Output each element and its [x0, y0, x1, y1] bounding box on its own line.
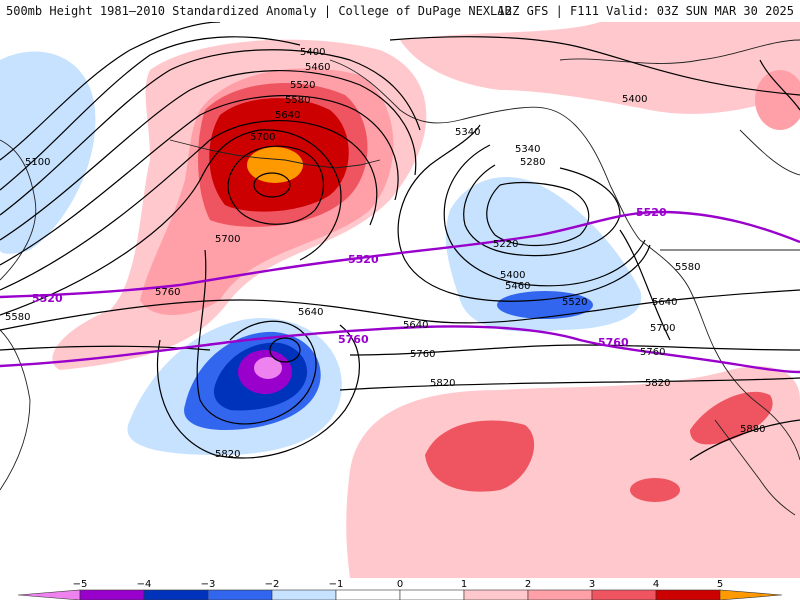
- contour-label: 5700: [215, 234, 240, 245]
- contour-label: 5220: [493, 239, 518, 250]
- colorbar-tick: −1: [329, 579, 344, 590]
- swatch-pos5: [719, 589, 783, 600]
- swatch-neg1: [271, 589, 337, 600]
- swatch-zero-neg: [335, 589, 401, 600]
- model-run-info: 12Z GFS | F111 Valid: 03Z SUN MAR 30 202…: [497, 4, 794, 18]
- contour-label: 5640: [275, 110, 300, 121]
- pos2-south-mx: [690, 391, 773, 445]
- height-contours: [0, 22, 800, 461]
- contour-label: 5880: [740, 424, 765, 435]
- header: 500mb Height 1981–2010 Standardized Anom…: [0, 0, 800, 22]
- contour-label: 5520: [562, 297, 587, 308]
- alaska-coast: [329, 59, 641, 241]
- contour-label: 5340: [515, 144, 540, 155]
- colorbar-tick: 1: [461, 579, 467, 590]
- pos1-south: [346, 366, 800, 578]
- swatch-pos3: [591, 589, 657, 600]
- swatch-pos4: [655, 589, 721, 600]
- contour-label: 5580: [5, 312, 30, 323]
- highlight-label: 5760: [338, 333, 369, 346]
- contour-label: 5700: [650, 323, 675, 334]
- contour-label: 5760: [410, 349, 435, 360]
- swatch-neg3: [143, 589, 209, 600]
- contour-label: 5400: [500, 270, 525, 281]
- colorbar-tick: −4: [137, 579, 152, 590]
- contour-label: 5820: [430, 378, 455, 389]
- contour-label: 5640: [403, 320, 428, 331]
- neg2-gulf: [497, 291, 593, 319]
- contour-label: 5700: [250, 132, 275, 143]
- swatch-neg2: [207, 589, 273, 600]
- mexico-coast: [714, 419, 796, 516]
- contour-label: 5520: [290, 80, 315, 91]
- canada-coast: [639, 239, 800, 461]
- hudson-coast: [739, 129, 800, 176]
- swatch-neg5: [17, 589, 81, 600]
- colorbar-swatches: [17, 589, 783, 600]
- swatch-zero-pos: [399, 589, 465, 600]
- asia-coast: [0, 139, 37, 281]
- swatch-pos1: [463, 589, 529, 600]
- arctic-coast: [559, 39, 800, 64]
- contour-label: 5580: [675, 262, 700, 273]
- contour-label: 5640: [298, 307, 323, 318]
- colorbar-tick: 2: [525, 579, 531, 590]
- pos1-top-arc: [400, 22, 800, 114]
- highlight-contours: [0, 210, 800, 374]
- pos5-core: [247, 147, 303, 183]
- anomaly-map: 5400 5460 5520 5580 5640 5700 5100 5340 …: [0, 22, 800, 578]
- colorbar-tick: −2: [265, 579, 280, 590]
- colorbar-tick: 3: [589, 579, 595, 590]
- highlight-label: 5760: [598, 336, 629, 349]
- highlight-contour-labels: 5520 5520 5760 5520 5760: [32, 206, 667, 349]
- coastlines: [0, 39, 800, 516]
- contour-labels: 5400 5460 5520 5580 5640 5700 5100 5340 …: [5, 47, 765, 460]
- neg1-gulf: [445, 177, 642, 332]
- swatch-pos2: [527, 589, 593, 600]
- contour-label: 5760: [155, 287, 180, 298]
- highlight-label: 5520: [32, 292, 63, 305]
- contour-label: 5820: [645, 378, 670, 389]
- aleutians-coast: [169, 139, 381, 169]
- highlight-label: 5520: [348, 253, 379, 266]
- contour-label: 5460: [505, 281, 530, 292]
- purple-5760-contour: [0, 325, 800, 374]
- contour-label: 5400: [622, 94, 647, 105]
- contour-label: 5640: [652, 297, 677, 308]
- colorbar-ticks: −5 −4 −3 −2 −1 0 1 2 3 4 5: [73, 579, 724, 590]
- contour-label: 5580: [285, 95, 310, 106]
- japan-coast: [0, 329, 31, 491]
- colorbar-tick: −3: [201, 579, 216, 590]
- neg5-core: [254, 357, 282, 379]
- contour-label: 5820: [215, 449, 240, 460]
- contour-label: 5280: [520, 157, 545, 168]
- colorbar-tick: 0: [397, 579, 403, 590]
- contour-label: 5460: [305, 62, 330, 73]
- contour-label: 5100: [25, 157, 50, 168]
- pos2-south-hi: [425, 420, 535, 492]
- purple-5520-contour: [0, 210, 800, 299]
- colorbar-tick: 4: [653, 579, 659, 590]
- colorbar-tick: 5: [717, 579, 723, 590]
- pos1-se: [755, 70, 800, 130]
- colorbar: −5 −4 −3 −2 −1 0 1 2 3 4 5: [0, 578, 800, 600]
- contour-label: 5340: [455, 127, 480, 138]
- colorbar-tick: −5: [73, 579, 88, 590]
- highlight-label: 5520: [636, 206, 667, 219]
- map-title: 500mb Height 1981–2010 Standardized Anom…: [6, 4, 512, 18]
- swatch-neg4: [79, 589, 145, 600]
- contour-label: 5400: [300, 47, 325, 58]
- neg-anomaly-west: [0, 51, 96, 254]
- contour-label: 5760: [640, 347, 665, 358]
- pos2-south-east: [630, 478, 680, 502]
